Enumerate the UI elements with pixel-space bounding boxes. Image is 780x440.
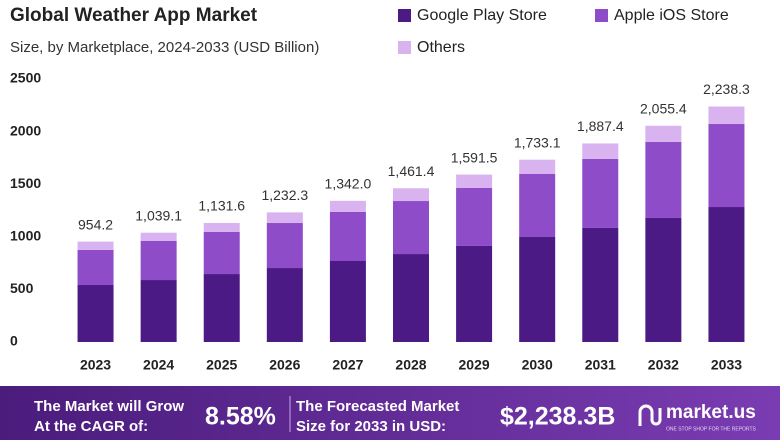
bar-segment [645,142,682,218]
brand-logo [638,404,662,426]
bar-segment [329,200,366,212]
footer-banner [0,386,780,440]
y-tick-label: 500 [10,280,34,296]
bar-segment [456,174,493,188]
bar-segment [140,241,177,281]
x-tick-label: 2026 [269,357,300,373]
bar-segment [266,223,303,269]
bar-segment [393,254,429,342]
bar-segment [582,143,619,159]
bar-segment [266,268,303,342]
x-tick-label: 2030 [522,357,553,373]
legend-label: Google Play Store [417,7,547,24]
x-tick-label: 2027 [332,357,363,373]
bar-segment [708,124,745,208]
bar-segment [645,125,682,143]
cagr-text: At the CAGR of: [34,418,148,435]
x-tick-label: 2024 [143,357,174,373]
bar-segment [329,260,366,342]
bar-segment [77,249,114,285]
tagline: ONE STOP SHOP FOR THE REPORTS [666,426,757,432]
bar-segment [77,241,114,250]
bar-segment [329,211,366,261]
x-tick-label: 2025 [206,357,237,373]
cagr-value: 8.58% [205,403,276,431]
x-tick-label: 2031 [585,357,616,373]
forecast-text: The Forecasted Market [296,398,459,415]
x-tick-label: 2029 [459,357,490,373]
bar-segment [393,188,429,202]
x-tick-label: 2028 [395,357,426,373]
brand: market.us [666,402,756,423]
bar-segment [582,158,619,228]
bar-segment [519,159,556,174]
total-label: 1,461.4 [388,163,435,179]
total-label: 1,232.3 [261,187,308,203]
cagr-text: The Market will Grow [34,398,184,415]
bar-segment [708,207,745,342]
legend-label: Others [417,39,465,56]
forecast-text: Size for 2033 in USD: [296,418,446,435]
y-tick-label: 2500 [10,70,41,86]
chart-subtitle: Size, by Marketplace, 2024-2033 (USD Bil… [10,39,319,56]
y-tick-label: 2000 [10,122,41,138]
total-label: 1,039.1 [135,207,182,223]
y-tick-label: 1000 [10,228,41,244]
total-label: 1,131.6 [198,198,245,214]
bar-segment [203,231,240,275]
bar-segment [645,217,682,342]
bar-segment [77,284,114,342]
total-label: 2,238.3 [703,81,750,97]
bar-segment [582,227,619,342]
legend-label: Apple iOS Store [614,7,729,24]
bar-segment [519,173,556,238]
legend-swatch [398,9,411,22]
forecast-value: $2,238.3B [500,403,615,431]
y-tick-label: 1500 [10,175,41,191]
bar-segment [456,187,493,246]
bar-segment [140,232,177,242]
bar-segment [203,274,240,342]
bar-segment [203,222,240,232]
bar-segment [456,245,493,342]
bar-segment [140,280,177,342]
total-label: 1,342.0 [325,176,372,192]
bar-segment [708,106,745,125]
total-label: 954.2 [78,216,113,232]
bar-segment [393,201,429,255]
legend-swatch [595,9,608,22]
legend-swatch [398,41,411,54]
x-tick-label: 2023 [80,357,111,373]
bar-segment [519,237,556,342]
total-label: 1,591.5 [451,149,498,165]
total-label: 1,733.1 [514,134,561,150]
chart-title: Global Weather App Market [10,5,258,26]
bar-segment [266,212,303,224]
x-tick-label: 2033 [711,357,742,373]
total-label: 2,055.4 [640,100,687,116]
y-tick-label: 0 [10,333,18,349]
x-tick-label: 2032 [648,357,679,373]
total-label: 1,887.4 [577,118,624,134]
